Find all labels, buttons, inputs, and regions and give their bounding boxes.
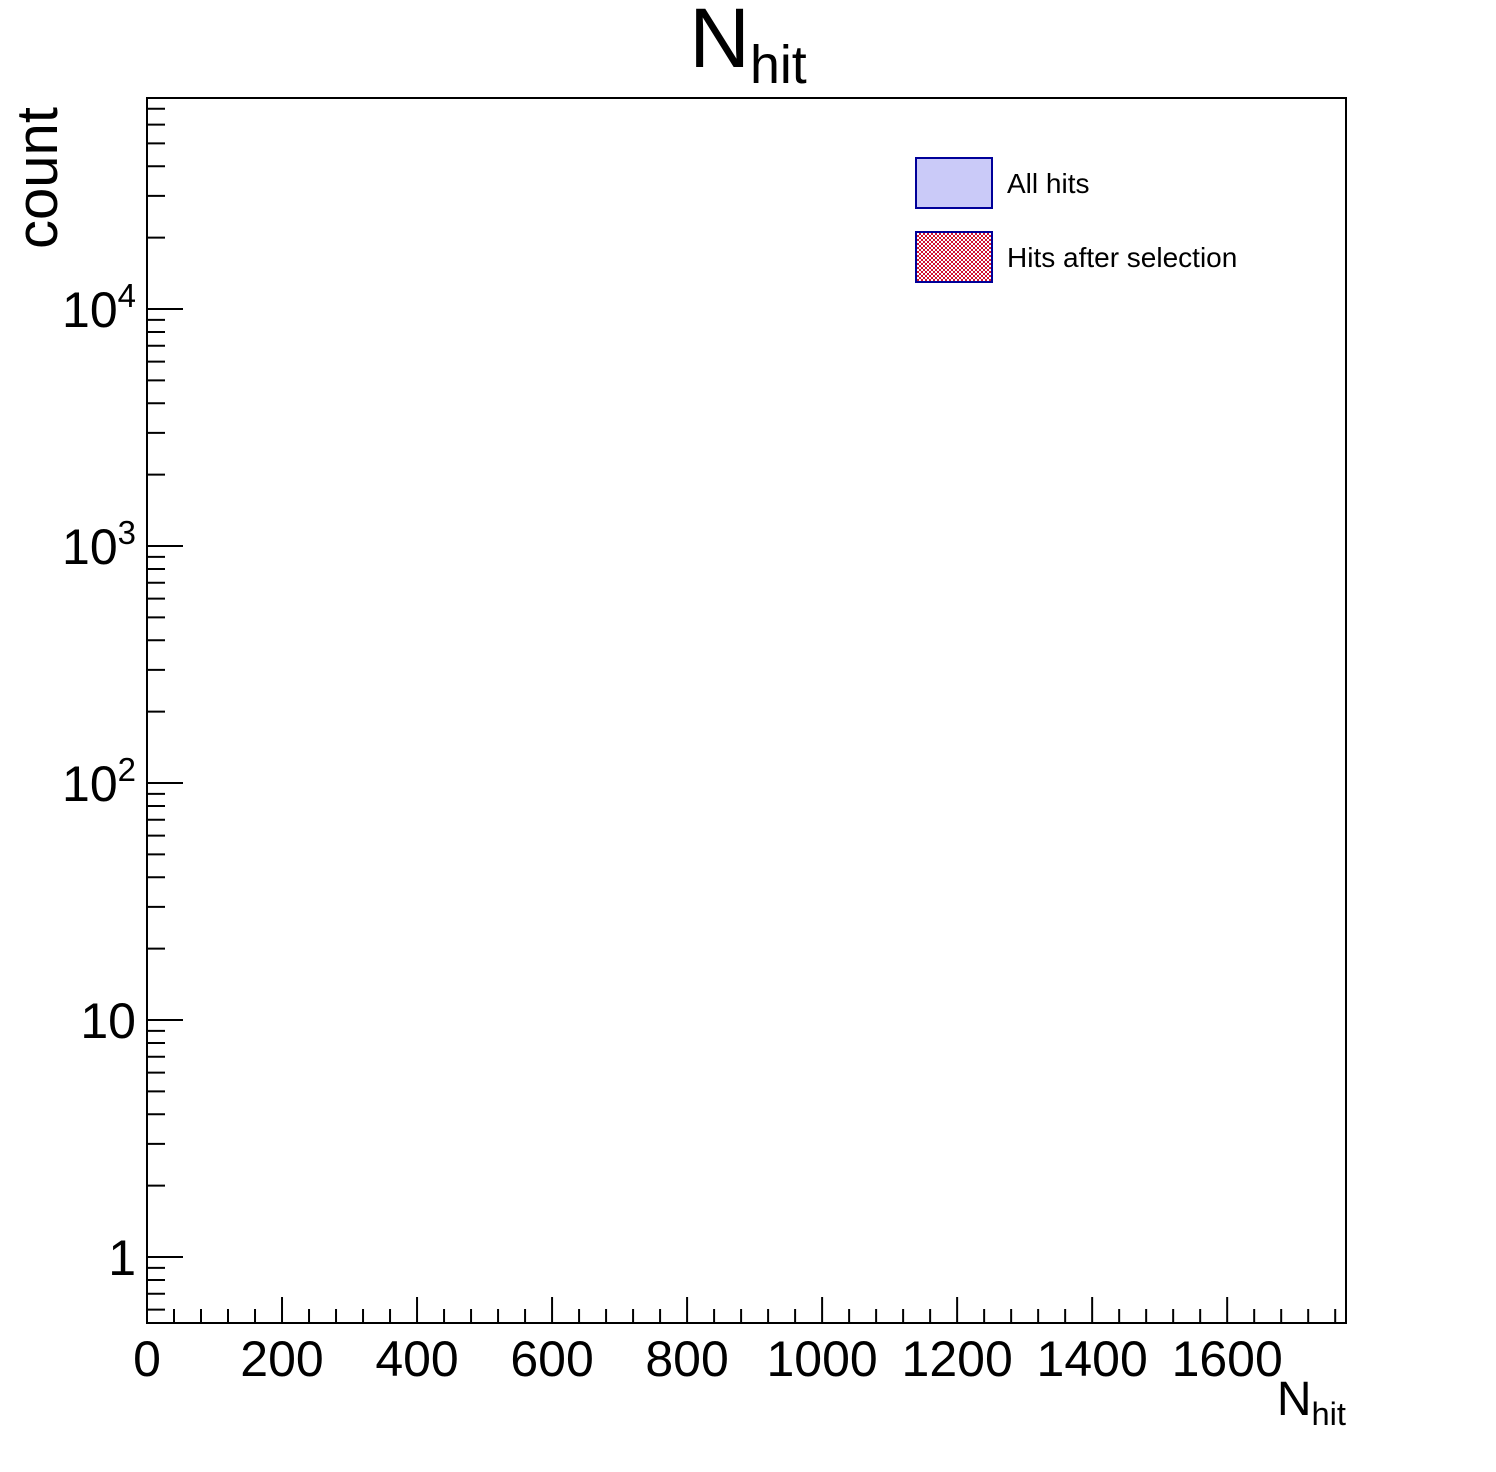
x-tick-label: 1600 [1172,1331,1283,1387]
y-tick-label: 104 [62,277,136,338]
x-axis-title-subscript: hit [1311,1394,1346,1432]
axis-ticks [146,107,1337,1323]
x-tick-label: 200 [240,1331,323,1387]
axis-tick-labels: 0 200 400 600 800 1000 1200 1400 1600 1 10 102 103 10… [62,277,1283,1387]
y-tick-label: 103 [62,514,136,575]
plot-frame [146,97,1347,1324]
y-tick-label: 102 [62,751,136,812]
y-tick-label: 10 [80,993,136,1049]
legend-label-hits-after-selection: Hits after selection [1007,242,1238,273]
y-axis-title: count [5,107,70,249]
x-tick-label: 1000 [766,1331,877,1387]
x-tick-label: 1400 [1037,1331,1148,1387]
page-title: Nhit [0,0,1496,93]
x-axis-title: Nhit [1276,1372,1346,1432]
x-tick-label: 1200 [902,1331,1013,1387]
x-tick-label: 400 [375,1331,458,1387]
x-axis-title-main: N [1276,1373,1312,1426]
x-tick-label: 600 [510,1331,593,1387]
x-tick-label: 800 [645,1331,728,1387]
page-title-main: N [689,0,750,85]
page-title-subscript: hit [749,35,807,96]
y-tick-label: 1 [108,1230,136,1286]
legend-label-all-hits: All hits [1007,168,1090,199]
x-tick-label: 0 [133,1331,161,1387]
legend-swatch-hits-after-selection [915,231,993,283]
frame-border [146,97,1347,1324]
legend-swatch-all-hits [915,157,993,209]
